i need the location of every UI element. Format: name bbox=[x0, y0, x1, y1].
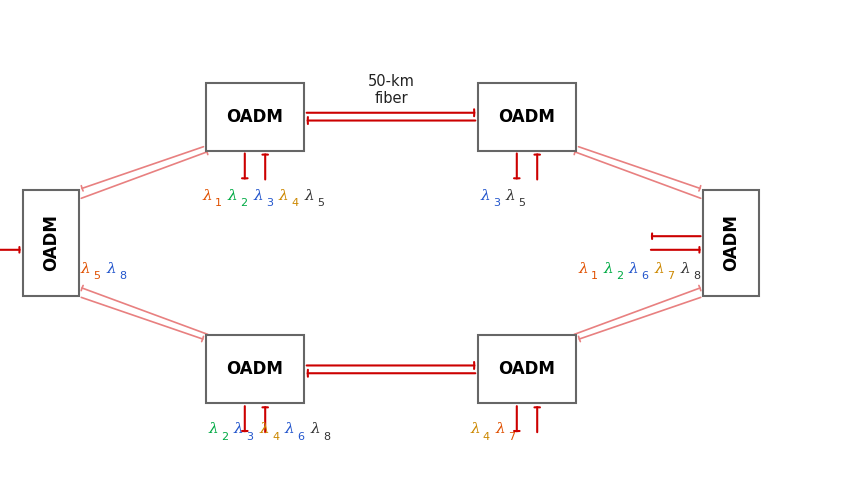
Bar bbox=[206, 335, 304, 403]
Text: 3: 3 bbox=[246, 432, 253, 442]
Text: λ: λ bbox=[506, 189, 515, 203]
Text: 6: 6 bbox=[298, 432, 304, 442]
Text: OADM: OADM bbox=[227, 107, 283, 126]
Text: 8: 8 bbox=[323, 432, 330, 442]
Bar bbox=[478, 83, 576, 151]
Text: 5: 5 bbox=[94, 271, 100, 281]
Text: OADM: OADM bbox=[722, 214, 740, 272]
Text: λ: λ bbox=[604, 261, 613, 276]
Text: λ: λ bbox=[279, 189, 288, 203]
Text: 5: 5 bbox=[518, 198, 525, 208]
Text: λ: λ bbox=[480, 189, 490, 203]
Text: 4: 4 bbox=[272, 432, 279, 442]
Text: 1: 1 bbox=[215, 198, 222, 208]
Text: 4: 4 bbox=[483, 432, 490, 442]
Text: 2: 2 bbox=[241, 198, 247, 208]
Bar bbox=[703, 190, 758, 296]
Bar bbox=[23, 190, 78, 296]
Text: λ: λ bbox=[496, 422, 505, 436]
Text: 2: 2 bbox=[221, 432, 228, 442]
Text: λ: λ bbox=[208, 422, 218, 436]
Text: λ: λ bbox=[629, 261, 638, 276]
Text: λ: λ bbox=[654, 261, 664, 276]
Text: λ: λ bbox=[285, 422, 294, 436]
Text: 8: 8 bbox=[693, 271, 700, 281]
Text: 6: 6 bbox=[642, 271, 649, 281]
Text: OADM: OADM bbox=[499, 360, 555, 379]
Text: λ: λ bbox=[578, 261, 587, 276]
Bar bbox=[478, 335, 576, 403]
Text: λ: λ bbox=[202, 189, 212, 203]
Text: 1: 1 bbox=[591, 271, 598, 281]
Text: OADM: OADM bbox=[227, 360, 283, 379]
Text: λ: λ bbox=[680, 261, 689, 276]
Text: OADM: OADM bbox=[42, 214, 60, 272]
Text: OADM: OADM bbox=[499, 107, 555, 126]
Text: 3: 3 bbox=[266, 198, 273, 208]
Text: λ: λ bbox=[106, 261, 116, 276]
Text: λ: λ bbox=[81, 261, 90, 276]
Text: 4: 4 bbox=[292, 198, 298, 208]
Text: 50-km
fiber: 50-km fiber bbox=[367, 74, 415, 106]
Bar bbox=[206, 83, 304, 151]
Text: λ: λ bbox=[253, 189, 263, 203]
Text: λ: λ bbox=[470, 422, 479, 436]
Text: λ: λ bbox=[259, 422, 269, 436]
Text: 7: 7 bbox=[508, 432, 515, 442]
Text: 3: 3 bbox=[493, 198, 500, 208]
Text: λ: λ bbox=[304, 189, 314, 203]
Text: 2: 2 bbox=[616, 271, 623, 281]
Text: 7: 7 bbox=[667, 271, 674, 281]
Text: λ: λ bbox=[228, 189, 237, 203]
Text: λ: λ bbox=[234, 422, 243, 436]
Text: 8: 8 bbox=[119, 271, 126, 281]
Text: λ: λ bbox=[310, 422, 320, 436]
Text: 5: 5 bbox=[317, 198, 324, 208]
